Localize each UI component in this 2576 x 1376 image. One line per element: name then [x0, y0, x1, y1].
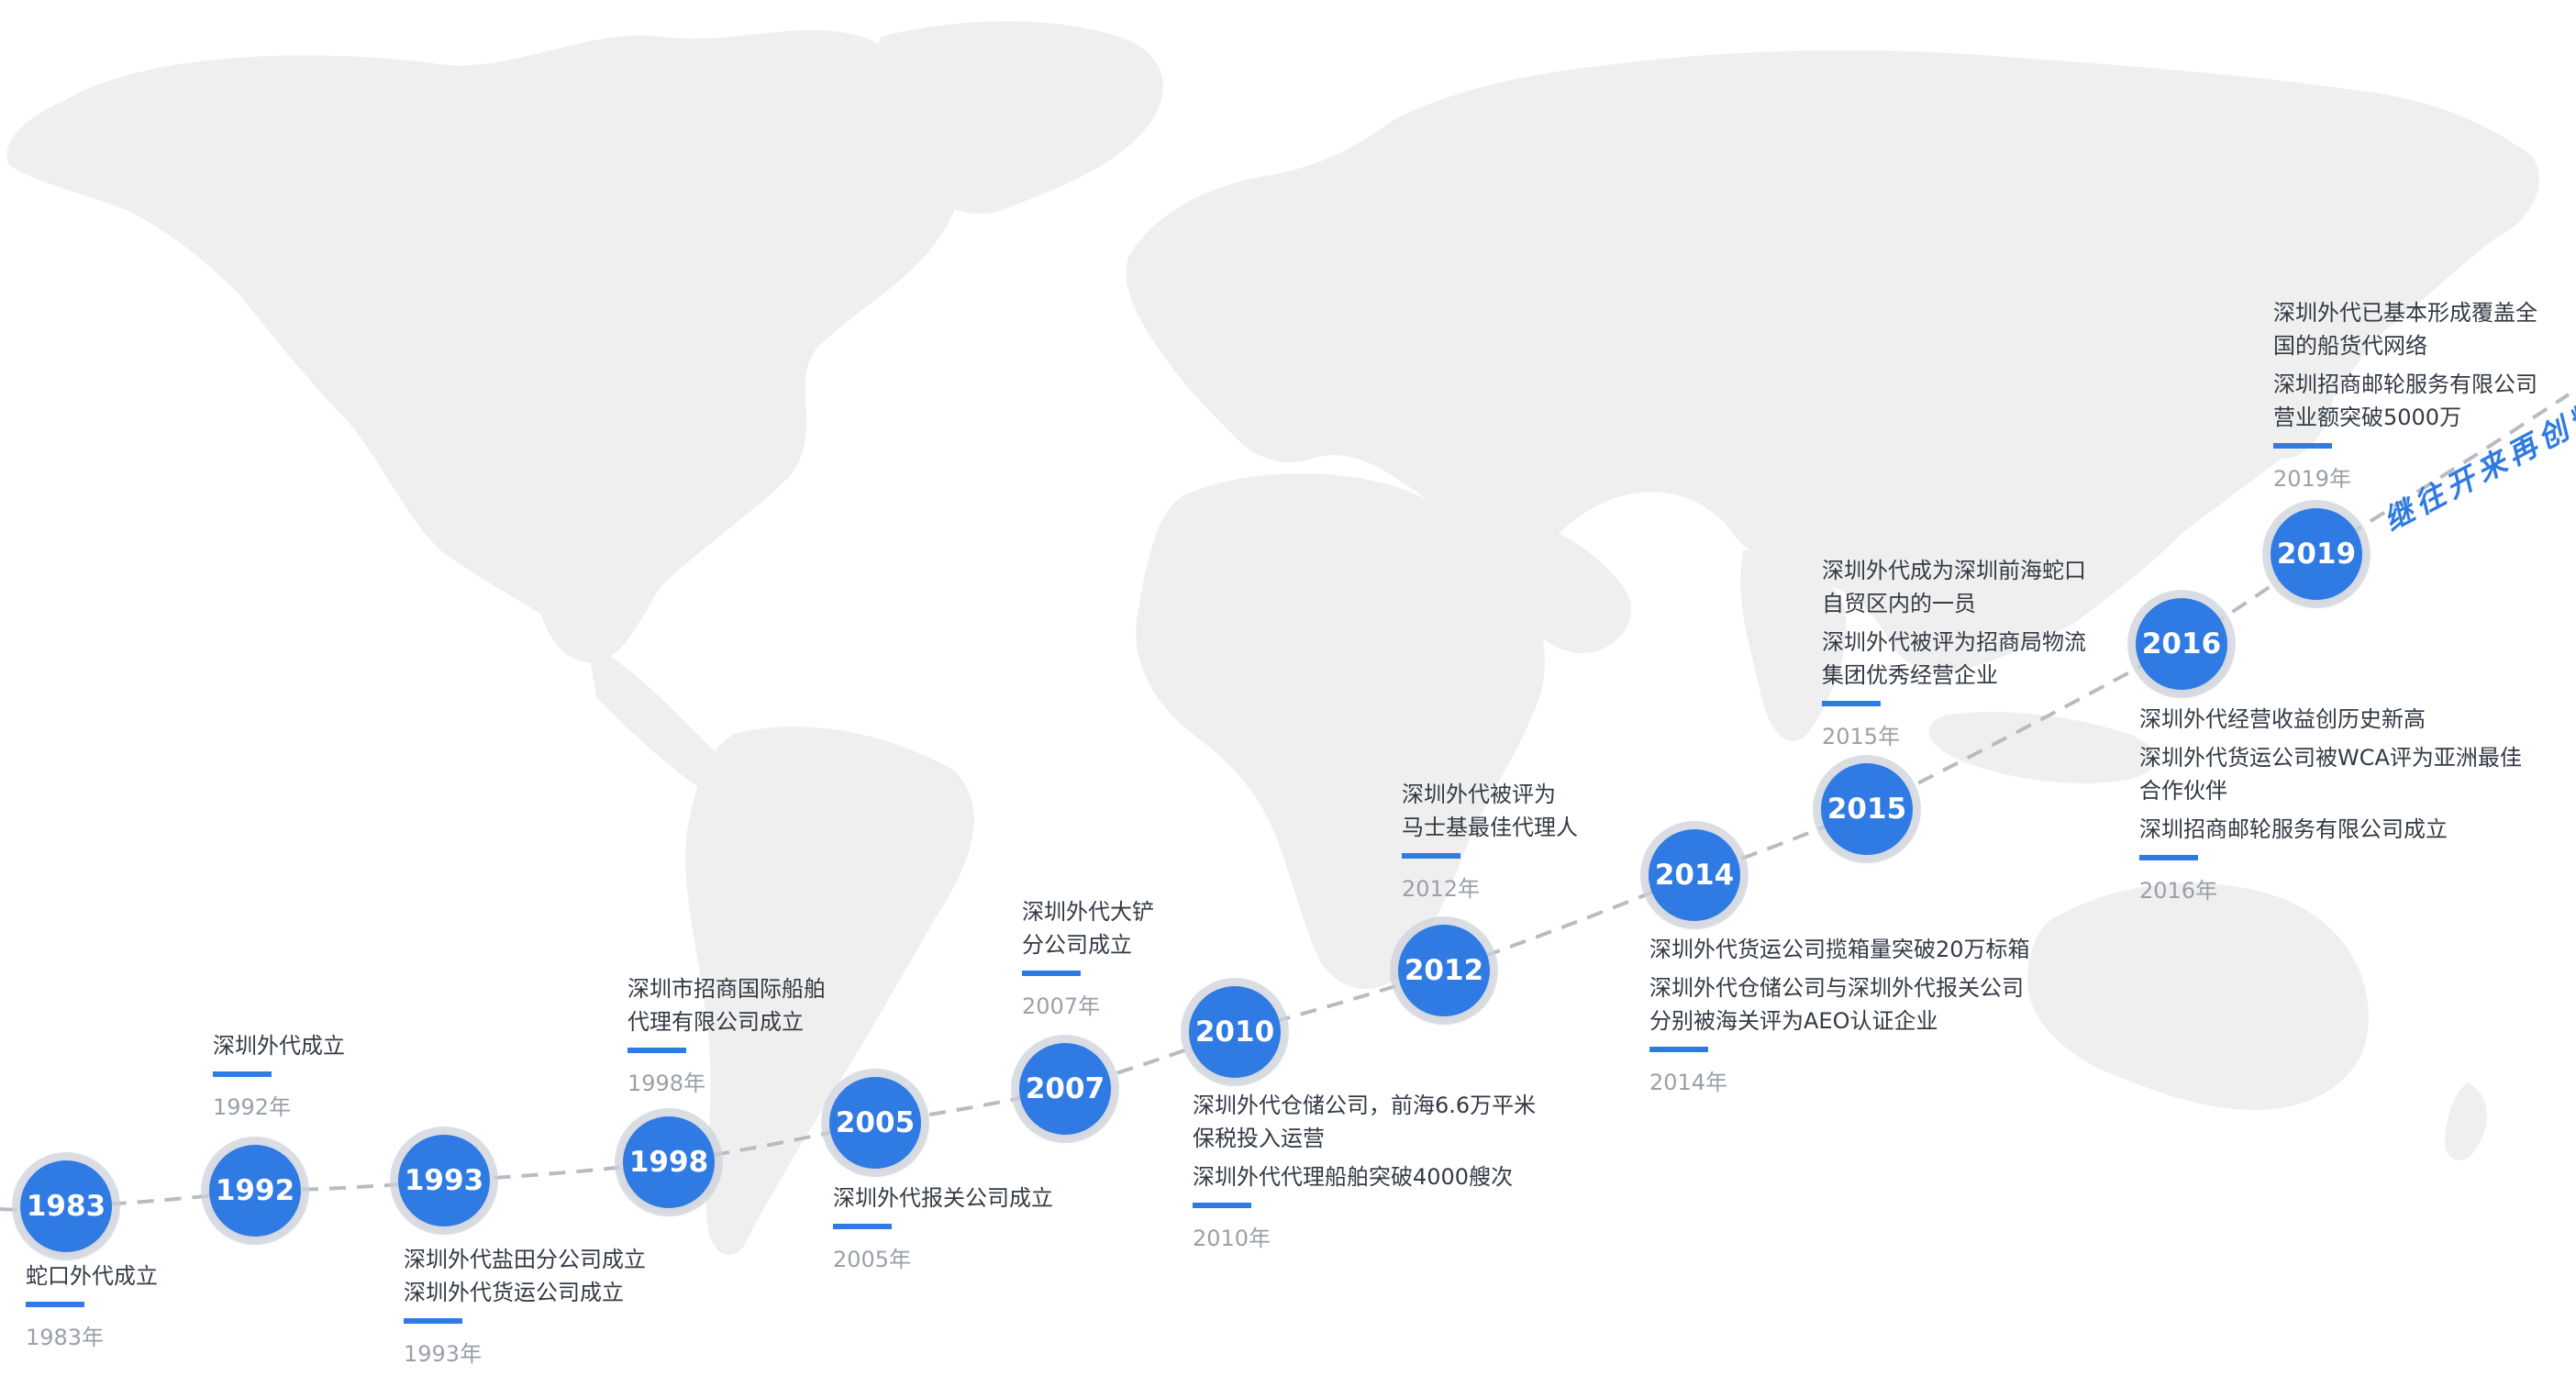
milestone-year: 2016年: [2139, 878, 2218, 904]
milestone-year: 1992年: [213, 1094, 292, 1120]
year-node-1993[interactable]: 1993: [398, 1135, 490, 1226]
milestone-entry: 深圳外代已基本形成覆盖全 国的船货代网络: [2273, 300, 2537, 359]
milestone-year: 2015年: [1822, 724, 1901, 749]
milestone-accent-bar: [213, 1071, 272, 1077]
milestone-entry: 深圳外代成立: [213, 1033, 345, 1059]
milestone-entry: 深圳外代经营收益创历史新高: [2139, 706, 2426, 732]
milestone-2016: 深圳外代经营收益创历史新高 深圳外代货运公司被WCA评为亚洲最佳 合作伙伴 深圳…: [2139, 703, 2522, 904]
milestone-entry: 深圳外代报关公司成立: [833, 1185, 1053, 1211]
map-indonesia: [1928, 712, 2156, 783]
milestone-year: 1983年: [26, 1325, 105, 1350]
milestone-accent-bar: [1022, 971, 1081, 976]
milestone-year: 1998年: [627, 1071, 706, 1096]
milestone-1992: 深圳外代成立 1992年: [213, 1029, 345, 1121]
milestone-accent-bar: [833, 1224, 892, 1229]
milestone-year: 2010年: [1193, 1226, 1271, 1251]
milestone-1983: 蛇口外代成立 1983年: [26, 1259, 158, 1351]
map-australia: [2027, 882, 2369, 1110]
milestone-accent-bar: [2139, 855, 2198, 860]
map-south-america: [685, 727, 974, 1255]
milestone-entry: 深圳外代大铲 分公司成立: [1022, 899, 1154, 958]
map-arabia: [1494, 514, 1632, 653]
milestone-accent-bar: [404, 1318, 462, 1324]
milestone-accent-bar: [26, 1302, 84, 1307]
milestone-entry: 深圳外代货运公司被WCA评为亚洲最佳 合作伙伴: [2139, 745, 2522, 804]
milestone-entry: 深圳外代货运公司揽箱量突破20万标箱: [1649, 937, 2030, 962]
map-north-america: [6, 29, 960, 662]
milestone-1998: 深圳市招商国际船舶 代理有限公司成立 1998年: [627, 972, 826, 1097]
milestone-entry: 深圳外代代理船舶突破4000艘次: [1193, 1164, 1514, 1190]
milestone-entry: 深圳外代被评为 马士基最佳代理人: [1402, 782, 1578, 840]
milestone-accent-bar: [1402, 853, 1460, 859]
year-node-2016[interactable]: 2016: [2136, 598, 2227, 690]
map-india: [1740, 550, 1847, 741]
milestone-2007: 深圳外代大铲 分公司成立 2007年: [1022, 895, 1154, 1020]
year-node-2012[interactable]: 2012: [1398, 925, 1490, 1016]
milestone-2012: 深圳外代被评为 马士基最佳代理人 2012年: [1402, 778, 1578, 903]
milestone-entry: 深圳招商邮轮服务有限公司成立: [2139, 816, 2448, 842]
map-africa: [1136, 473, 1545, 990]
year-node-2019[interactable]: 2019: [2271, 508, 2362, 600]
milestone-entry: 深圳外代被评为招商局物流 集团优秀经营企业: [1822, 629, 2086, 688]
year-node-1983[interactable]: 1983: [20, 1160, 112, 1252]
year-node-1998[interactable]: 1998: [623, 1116, 715, 1208]
milestone-year: 1993年: [404, 1341, 483, 1367]
milestone-2010: 深圳外代仓储公司，前海6.6万平米 保税投入运营 深圳外代代理船舶突破4000艘…: [1193, 1089, 1536, 1252]
milestone-entry: 深圳外代盐田分公司成立 深圳外代货运公司成立: [404, 1247, 646, 1305]
milestone-accent-bar: [1193, 1203, 1251, 1208]
milestone-entry: 深圳外代仓储公司与深圳外代报关公司 分别被海关评为AEO认证企业: [1649, 975, 2024, 1034]
milestone-year: 2005年: [833, 1247, 912, 1272]
milestone-entry: 深圳外代仓储公司，前海6.6万平米 保税投入运营: [1193, 1093, 1537, 1151]
map-eurasia: [1126, 50, 2539, 672]
year-node-2014[interactable]: 2014: [1649, 829, 1740, 921]
milestone-year: 2007年: [1022, 993, 1101, 1019]
milestone-2019: 深圳外代已基本形成覆盖全 国的船货代网络 深圳招商邮轮服务有限公司 营业额突破5…: [2273, 296, 2537, 493]
milestone-1993: 深圳外代盐田分公司成立 深圳外代货运公司成立 1993年: [404, 1243, 646, 1368]
year-node-2005[interactable]: 2005: [829, 1077, 921, 1169]
milestone-2015: 深圳外代成为深圳前海蛇口 自贸区内的一员 深圳外代被评为招商局物流 集团优秀经营…: [1822, 554, 2086, 750]
milestone-year: 2019年: [2273, 466, 2352, 492]
year-node-2010[interactable]: 2010: [1189, 986, 1281, 1078]
milestone-entry: 深圳外代成为深圳前海蛇口 自贸区内的一员: [1822, 558, 2086, 616]
milestone-accent-bar: [627, 1048, 686, 1053]
map-new-zealand: [2445, 1082, 2487, 1160]
map-greenland: [874, 21, 1163, 214]
map-japan: [2280, 349, 2334, 459]
year-node-2015[interactable]: 2015: [1821, 763, 1913, 855]
milestone-accent-bar: [2273, 443, 2332, 449]
milestone-accent-bar: [1649, 1047, 1708, 1052]
year-node-1992[interactable]: 1992: [209, 1145, 301, 1237]
milestone-2014: 深圳外代货运公司揽箱量突破20万标箱 深圳外代仓储公司与深圳外代报关公司 分别被…: [1649, 933, 2030, 1096]
milestone-entry: 深圳招商邮轮服务有限公司 营业额突破5000万: [2273, 372, 2537, 430]
map-uk: [1149, 228, 1184, 283]
milestone-year: 2014年: [1649, 1070, 1728, 1095]
milestone-year: 2012年: [1402, 876, 1481, 902]
milestone-entry: 蛇口外代成立: [26, 1263, 158, 1289]
milestone-entry: 深圳市招商国际船舶 代理有限公司成立: [627, 976, 826, 1035]
milestone-accent-bar: [1822, 701, 1881, 706]
year-node-2007[interactable]: 2007: [1019, 1043, 1111, 1135]
milestone-2005: 深圳外代报关公司成立 2005年: [833, 1182, 1053, 1273]
